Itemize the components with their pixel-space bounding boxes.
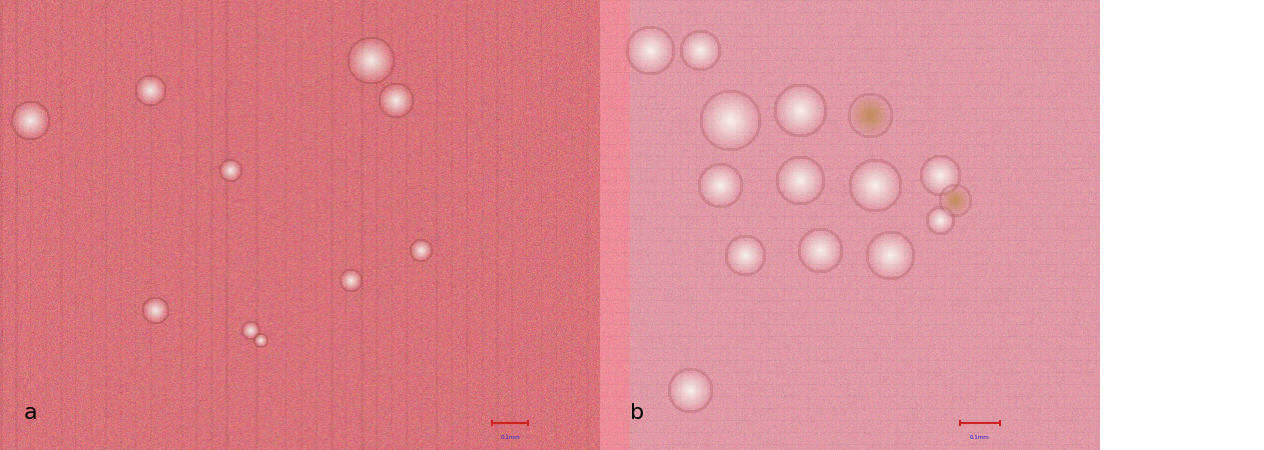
Text: 0.1mm: 0.1mm — [501, 435, 521, 440]
Text: b: b — [631, 403, 645, 423]
Text: a: a — [24, 403, 38, 423]
Text: 0.1mm: 0.1mm — [969, 435, 990, 440]
